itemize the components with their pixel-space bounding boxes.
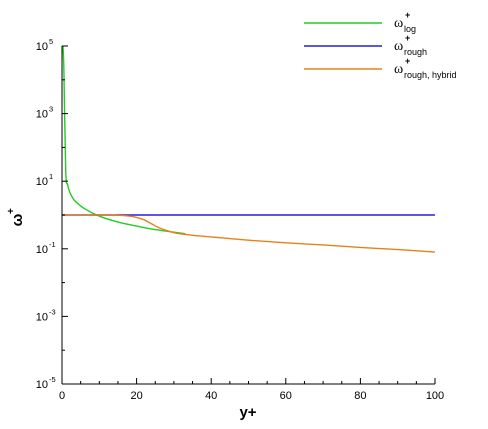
y-tick-label-exponent: 5 xyxy=(49,37,53,46)
x-tick-label: 40 xyxy=(205,390,217,402)
legend-label-sub: log xyxy=(404,24,416,34)
y-tick-label-exponent: -5 xyxy=(49,375,56,384)
legend-label-sub: rough, hybrid xyxy=(404,70,457,80)
y-tick-label: 10 xyxy=(36,41,48,53)
legend-label-base: ω xyxy=(394,62,403,77)
x-axis-title: y+ xyxy=(239,404,256,421)
legend-item-rough-hybrid: ω+ rough, hybrid xyxy=(304,56,457,80)
y-tick-label-exponent: 3 xyxy=(49,105,53,114)
y-tick-label: 10 xyxy=(36,311,48,323)
legend-item-log: ω+ log xyxy=(304,10,416,34)
y-tick-label: 10 xyxy=(36,176,48,188)
legend-label-base: ω xyxy=(394,16,403,31)
y-tick-label-exponent: -3 xyxy=(49,307,56,316)
y-tick-label: 10 xyxy=(36,379,48,391)
legend-label-sub: rough xyxy=(404,47,427,57)
series-layer xyxy=(61,45,436,253)
y-tick-label: 10 xyxy=(36,109,48,121)
x-tick-label: 60 xyxy=(280,390,292,402)
legend-item-rough: ω+ rough xyxy=(304,33,427,57)
series-rough-hybrid-line xyxy=(61,214,436,253)
x-tick-label: 20 xyxy=(130,390,142,402)
x-tick-label: 100 xyxy=(426,390,444,402)
y-axis-title: ω + xyxy=(6,208,26,226)
x-ticks: 0 20 40 60 80 100 xyxy=(59,378,444,402)
y-tick-label: 10 xyxy=(36,244,48,256)
x-tick-label: 80 xyxy=(354,390,366,402)
y-tick-label-exponent: 1 xyxy=(49,172,53,181)
legend-label-sup: + xyxy=(405,56,410,66)
legend-label-base: ω xyxy=(394,39,403,54)
x-tick-label: 0 xyxy=(59,390,65,402)
legend-label-sup: + xyxy=(405,10,410,20)
legend-label-sup: + xyxy=(405,33,410,43)
series-log-line xyxy=(62,45,186,235)
y-tick-label-exponent: -1 xyxy=(49,240,56,249)
y-axis-title-sup: + xyxy=(6,208,17,214)
y-axis-title-base: ω xyxy=(9,213,26,226)
